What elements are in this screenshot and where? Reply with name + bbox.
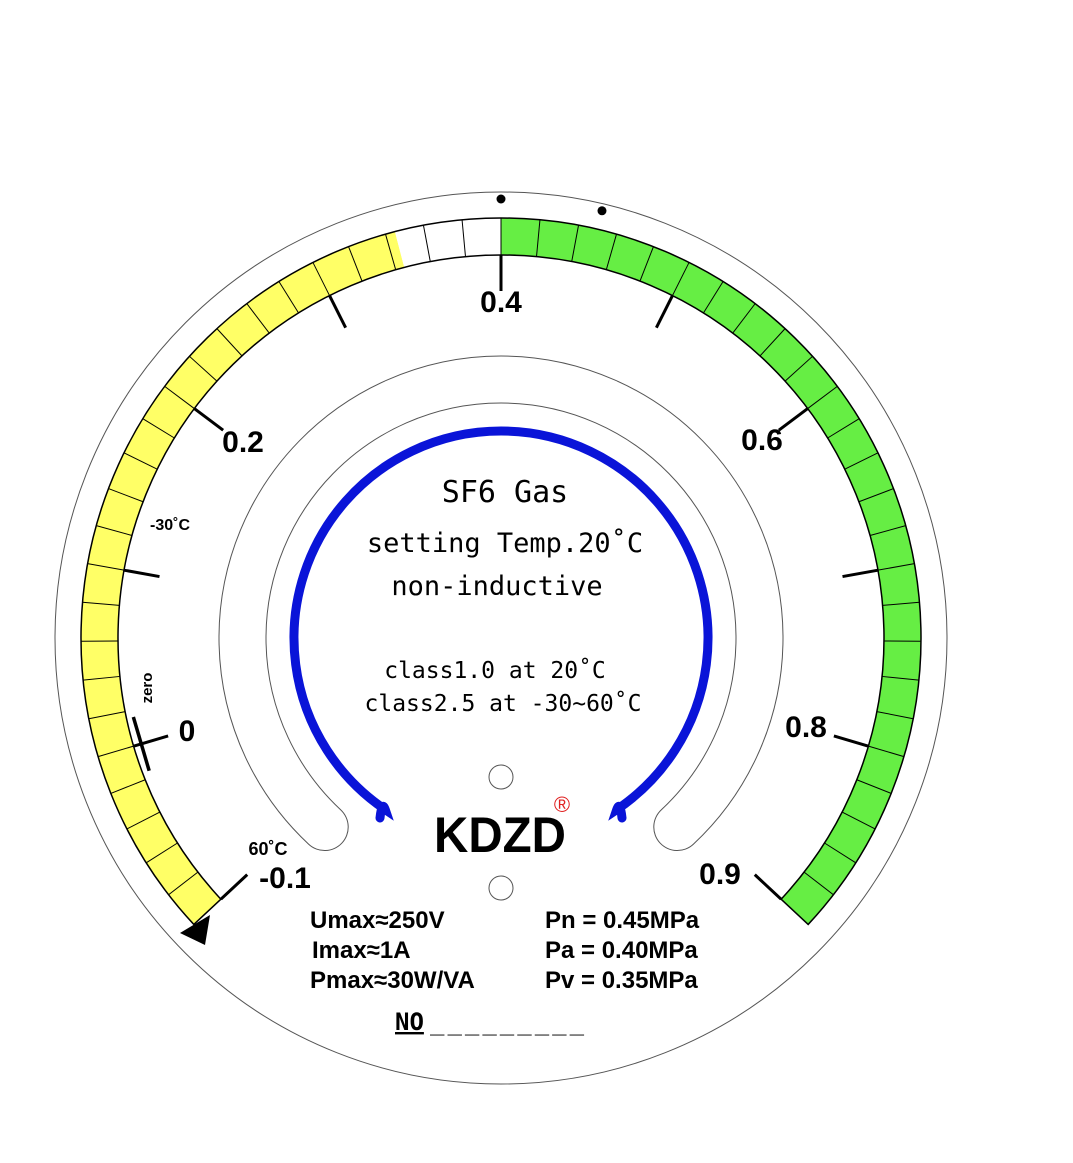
zero-mark — [131, 716, 151, 772]
scale-cell-divider — [145, 842, 178, 864]
scale-cell-divider — [385, 234, 397, 270]
blue-arc — [289, 426, 713, 823]
label-0.8: 0.8 — [785, 711, 827, 744]
scale-cell-divider — [858, 488, 894, 503]
label-0.9: 0.9 — [699, 858, 741, 891]
scale-zone — [80, 231, 405, 925]
mounting-hole-bottom — [488, 875, 514, 901]
label-0.6: 0.6 — [741, 424, 783, 457]
major-tick — [193, 407, 225, 432]
scale-cell-divider — [877, 563, 915, 571]
serial-value: _________ — [430, 1008, 587, 1036]
scale-cell-divider — [571, 225, 580, 262]
scale-cell-divider — [876, 711, 914, 720]
scale-cell-divider — [348, 246, 363, 282]
scale-cell-divider — [856, 779, 892, 794]
scale-cell-divider — [461, 219, 466, 257]
scale-cell-divider — [824, 842, 857, 864]
scale-cell-divider — [96, 525, 133, 537]
scale-cell-divider — [97, 745, 134, 758]
scale-zone — [501, 218, 922, 925]
scale-cell-divider — [312, 262, 330, 296]
scale-cell-divider — [123, 452, 158, 470]
scale-cell-divider — [844, 452, 879, 470]
scale-cell-divider — [882, 601, 920, 606]
setting-temp: setting Temp.20˚C — [367, 528, 643, 559]
scale-cell-divider — [164, 386, 195, 409]
start-pointer-icon — [180, 915, 210, 945]
scale-band-outline — [80, 217, 922, 926]
serial-label: NO — [395, 1008, 424, 1036]
scale-cell-divider — [605, 234, 617, 270]
scale-cell-divider — [168, 871, 199, 896]
major-tick — [123, 568, 160, 579]
scale-cell-divider — [83, 675, 120, 681]
scale-cell-divider — [142, 418, 175, 439]
scale-zone — [394, 218, 501, 268]
class-20c: class1.0 at 20˚C — [384, 657, 606, 684]
scale-cell-divider — [803, 871, 834, 896]
label-0.4: 0.4 — [480, 286, 522, 319]
imax: Imax≈1A — [312, 937, 411, 964]
non-inductive: non-inductive — [391, 571, 602, 602]
scale-cell-divider — [807, 386, 838, 409]
scale-cell-divider — [784, 355, 813, 382]
pn: Pn = 0.45MPa — [545, 907, 700, 934]
brand-logo: KDZD — [434, 808, 566, 863]
scale-cell-divider — [882, 675, 919, 681]
major-tick — [842, 568, 879, 579]
scale-cell-divider — [732, 303, 756, 334]
pa: Pa = 0.40MPa — [545, 937, 698, 964]
major-tick — [777, 407, 809, 432]
class-range: class2.5 at -30~60˚C — [365, 690, 642, 717]
scale-cell-divider — [87, 563, 125, 571]
scale-cell-divider — [536, 219, 541, 257]
major-tick — [328, 294, 347, 329]
scale-cell-divider — [110, 779, 146, 794]
scale-cell-divider — [126, 811, 161, 830]
scale-cell-divider — [869, 525, 906, 537]
scale-cell-divider — [82, 601, 120, 606]
scale-band — [80, 217, 922, 926]
label-minus-0.1: -0.1 — [259, 862, 311, 895]
inner-slot — [218, 355, 784, 852]
scale-cell-divider — [108, 488, 144, 503]
scale-ticks — [123, 194, 879, 901]
scale-cell-divider — [759, 328, 786, 357]
label-minus30c: -30˚C — [150, 517, 190, 534]
scale-cell-divider — [868, 745, 905, 758]
scale-cell-divider — [278, 281, 299, 314]
umax: Umax≈250V — [310, 907, 445, 934]
dial-title: SF6 Gas — [442, 475, 568, 510]
scale-cell-divider — [189, 355, 218, 382]
setpoint-dot — [597, 206, 607, 216]
label-0: 0 — [179, 715, 196, 748]
scale-cell-divider — [216, 328, 243, 357]
label-zero: zero — [139, 673, 156, 704]
scale-cell-divider — [246, 303, 270, 334]
major-tick — [833, 734, 869, 748]
major-tick — [219, 873, 249, 901]
scale-cell-divider — [672, 262, 690, 296]
scale-cell-divider — [88, 711, 126, 720]
slot-fill — [219, 356, 783, 851]
mounting-hole-top — [488, 764, 514, 790]
label-0.2: 0.2 — [222, 426, 264, 459]
dial-outer-rim — [54, 191, 948, 1085]
pmax: Pmax≈30W/VA — [310, 967, 475, 994]
major-tick — [753, 873, 783, 901]
scale-cell-divider — [703, 281, 724, 314]
scale-cell-divider — [422, 225, 431, 262]
scale-cell-divider — [827, 418, 860, 439]
setpoint-dot — [496, 194, 506, 204]
major-tick — [133, 734, 169, 748]
label-60c: 60˚C — [248, 839, 287, 859]
scale-cell-divider — [639, 246, 654, 282]
major-tick — [655, 294, 674, 329]
pv: Pv = 0.35MPa — [545, 967, 698, 994]
scale-cell-divider — [841, 811, 876, 830]
registered-mark: ® — [554, 792, 570, 817]
